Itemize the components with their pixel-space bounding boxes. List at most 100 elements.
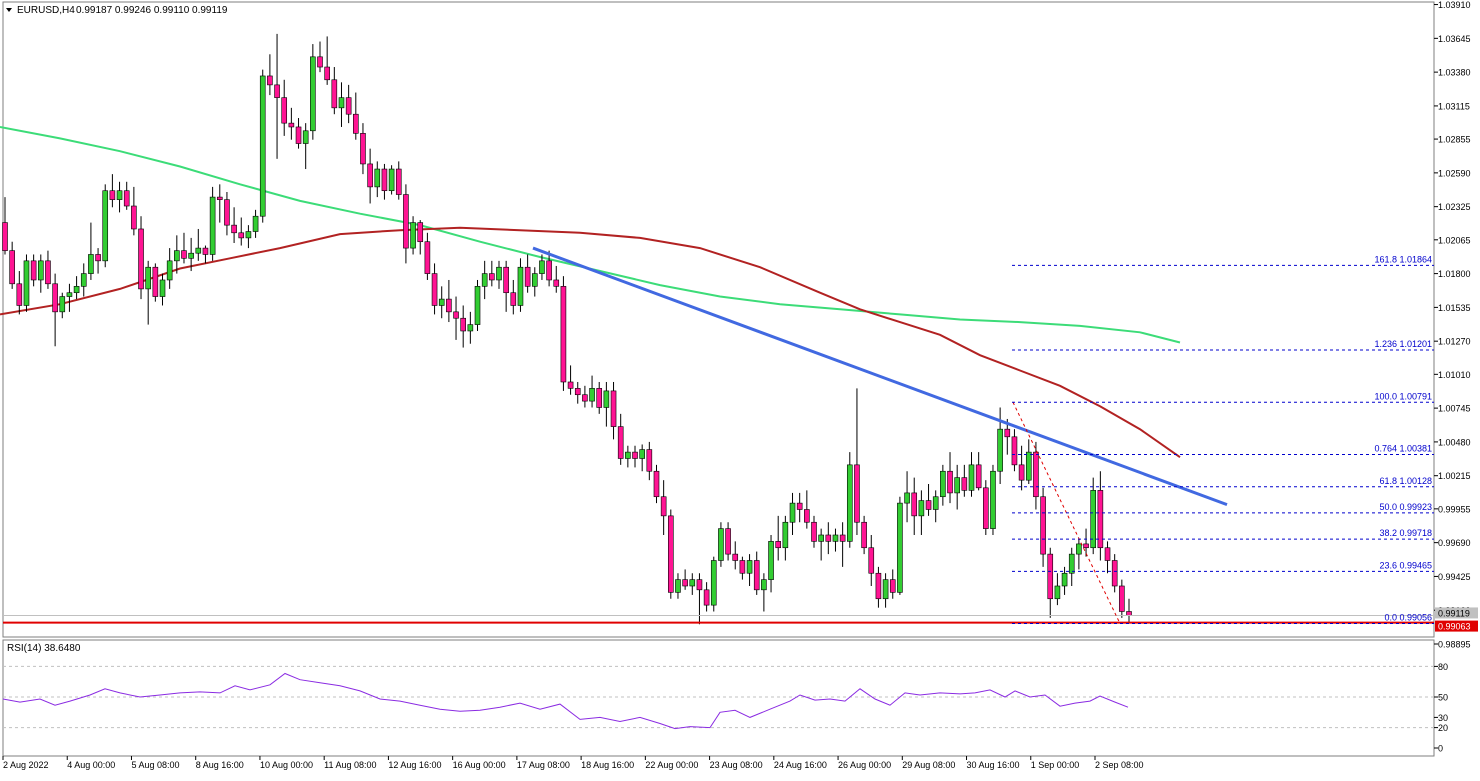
candle-body: [59, 296, 66, 313]
candle-body: [1068, 553, 1075, 574]
candle-body: [474, 286, 481, 325]
candle-body: [574, 388, 581, 396]
candle-body: [52, 283, 58, 313]
time-tick-label: 4 Aug 00:00: [67, 760, 115, 770]
candle-body: [23, 260, 30, 306]
candle-body: [553, 279, 560, 287]
fib-level-label: 100.0 1.00791: [1374, 391, 1432, 401]
candle-body: [897, 502, 903, 593]
candle-body: [911, 492, 918, 517]
candle-body: [811, 521, 817, 542]
candle-body: [1076, 543, 1082, 555]
candle-body: [904, 492, 910, 504]
candle-body: [95, 254, 101, 262]
candle-body: [761, 579, 767, 591]
price-tick-label: 0.99690: [1438, 538, 1471, 548]
candle-body: [338, 97, 345, 109]
candle-body: [940, 470, 946, 498]
candle-body: [1126, 611, 1132, 616]
candle-body: [1033, 451, 1039, 498]
time-tick-label: 8 Aug 16:00: [196, 760, 244, 770]
candle-body: [846, 464, 853, 542]
candlesticks: [2, 33, 1132, 625]
candle-body: [861, 521, 867, 549]
rsi-pane: [2, 639, 1435, 757]
candle-body: [567, 381, 574, 389]
candle-body: [682, 579, 688, 587]
candle-body: [832, 534, 839, 542]
price-tick-label: 1.02855: [1438, 135, 1471, 145]
candle-body: [245, 231, 252, 239]
candle-body: [625, 451, 631, 459]
candle-body: [374, 168, 381, 188]
time-tick-label: 2 Aug 2022: [3, 760, 49, 770]
candle-body: [45, 260, 51, 285]
candle-body: [481, 273, 488, 287]
candle-body: [925, 500, 932, 510]
candle-body: [546, 260, 552, 281]
candle-body: [1054, 585, 1061, 600]
candle-body: [646, 449, 653, 472]
candle-body: [932, 496, 939, 510]
candle-body: [202, 247, 209, 255]
candle-body: [252, 215, 259, 232]
ma-green-line: [0, 126, 1181, 344]
candle-body: [274, 84, 280, 98]
rsi-tick-label: 30: [1438, 713, 1448, 723]
candle-body: [947, 470, 953, 494]
candle-body: [632, 451, 638, 459]
candle-body: [231, 224, 237, 234]
candle-body: [983, 487, 989, 529]
candle-body: [796, 502, 803, 510]
candle-body: [288, 122, 295, 128]
candle-body: [589, 388, 595, 402]
time-tick-label: 10 Aug 00:00: [260, 760, 313, 770]
fib-level-label: 1.236 1.01201: [1374, 339, 1432, 349]
candle-body: [875, 572, 882, 600]
moving-averages: [0, 126, 1181, 459]
candle-body: [66, 292, 73, 297]
candle-body: [668, 515, 674, 593]
candle-body: [353, 113, 359, 134]
candle-body: [746, 560, 753, 574]
candle-body: [453, 311, 459, 319]
candle-body: [739, 560, 746, 574]
price-marker-label: 0.99119: [1438, 608, 1470, 618]
candle-body: [882, 579, 889, 600]
collapse-triangle-icon[interactable]: [6, 8, 12, 12]
candle-body: [209, 196, 216, 255]
candle-body: [660, 496, 667, 517]
rsi-line: [2, 672, 1129, 730]
time-tick-label: 23 Aug 08:00: [710, 760, 763, 770]
trend-line[interactable]: [532, 246, 1228, 507]
candle-body: [88, 254, 94, 274]
candle-body: [295, 126, 302, 144]
fib-level-label: 161.8 1.01864: [1374, 254, 1432, 264]
candle-body: [524, 266, 531, 287]
price-tick-label: 1.00480: [1438, 437, 1471, 447]
rsi-title: RSI(14) 38.6480: [7, 643, 81, 654]
candle-body: [968, 464, 975, 491]
price-tick-label: 1.03910: [1438, 0, 1471, 10]
candle-body: [517, 266, 524, 306]
candle-body: [1040, 496, 1046, 555]
price-tick-label: 1.00215: [1438, 471, 1471, 481]
candle-body: [889, 579, 896, 593]
candle-body: [324, 66, 330, 81]
candle-body: [446, 298, 452, 313]
rsi-tick-label: 80: [1438, 662, 1448, 672]
price-tick-label: 0.98895: [1438, 640, 1471, 650]
fib-level-label: 0.0 0.99056: [1384, 612, 1432, 622]
candle-body: [181, 250, 187, 259]
candle-body: [510, 292, 517, 306]
candle-body: [1004, 428, 1011, 438]
time-tick-label: 24 Aug 16:00: [774, 760, 827, 770]
fib-level-label: 50.0 0.99923: [1379, 502, 1432, 512]
fib-level-label: 0.764 1.00381: [1374, 444, 1432, 454]
candle-body: [331, 79, 338, 109]
price-axis: 1.03910 1.03645 1.03380 1.03115 1.02855 1.025…: [1434, 0, 1478, 650]
candle-body: [1083, 543, 1089, 549]
candle-body: [345, 97, 352, 115]
candle-body: [145, 266, 151, 290]
